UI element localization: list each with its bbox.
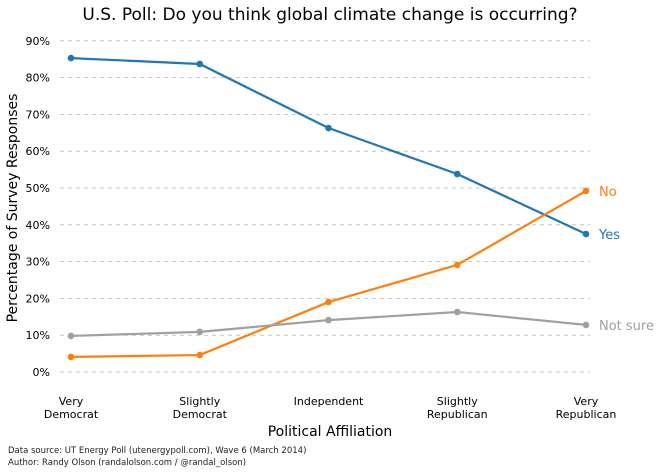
x-tick-label: Very	[59, 395, 84, 408]
data-point	[453, 261, 461, 269]
series-label: No	[599, 185, 617, 200]
series-line	[70, 310, 587, 338]
series-line	[70, 189, 587, 359]
y-tick-label: 30%	[26, 256, 50, 269]
x-tick-label: Democrat	[44, 408, 99, 421]
data-point	[325, 316, 332, 324]
author-note: Author: Randy Olson (randalolson.com / @…	[8, 458, 247, 468]
data-point	[67, 332, 75, 340]
x-tick-label: Democrat	[173, 408, 228, 421]
data-point	[67, 353, 75, 361]
x-tick-label: Slightly	[437, 395, 478, 408]
data-point	[453, 170, 461, 178]
data-point	[196, 351, 204, 359]
chart-title: U.S. Poll: Do you think global climate c…	[82, 5, 577, 25]
y-tick-label: 90%	[26, 35, 50, 48]
data-point	[67, 54, 75, 62]
data-point	[196, 328, 204, 336]
y-tick-label: 50%	[26, 182, 50, 195]
series-label: Not sure	[599, 319, 654, 334]
y-tick-label: 60%	[26, 145, 50, 158]
x-tick-label: Slightly	[179, 395, 220, 408]
y-tick-label: 20%	[26, 292, 50, 305]
y-tick-label: 40%	[26, 219, 50, 232]
x-tick-label: Republican	[427, 408, 488, 421]
series-label: Yes	[598, 228, 620, 243]
data-point	[582, 321, 590, 329]
data-point	[582, 187, 590, 195]
series-not-sure: Not sure	[67, 308, 654, 340]
data-point	[325, 124, 332, 132]
x-tick-label: Republican	[556, 408, 617, 421]
data-source-note: Data source: UT Energy Poll (utenergypol…	[8, 446, 307, 456]
series-yes: Yes	[67, 54, 620, 243]
series-line	[70, 56, 587, 235]
data-point	[196, 60, 204, 68]
y-axis-label: Percentage of Survey Responses	[5, 94, 21, 323]
y-tick-label: 70%	[26, 108, 50, 121]
data-point	[582, 230, 590, 238]
x-axis-label: Political Affiliation	[268, 424, 393, 440]
series-no: No	[67, 185, 617, 361]
data-point	[325, 298, 332, 306]
data-point	[453, 308, 461, 316]
y-tick-label: 10%	[26, 329, 50, 342]
y-tick-label: 0%	[33, 366, 50, 379]
y-tick-label: 80%	[26, 72, 50, 85]
x-tick-label: Very	[574, 395, 599, 408]
x-tick-label: Independent	[294, 395, 364, 408]
